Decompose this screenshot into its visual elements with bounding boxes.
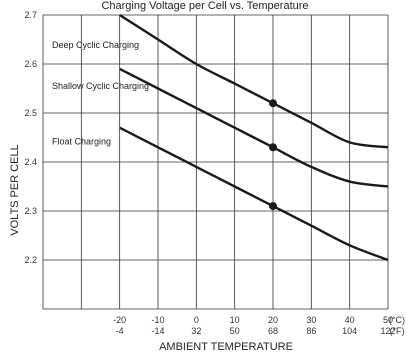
x-axis-title: AMBIENT TEMPERATURE xyxy=(159,341,293,353)
x-tick-label-c: 50 xyxy=(383,315,393,325)
y-tick-label: 2.4 xyxy=(24,157,37,167)
x-tick-label-f: 104 xyxy=(342,326,357,336)
y-tick-label: 2.3 xyxy=(24,206,37,216)
series-marker-0 xyxy=(269,99,277,108)
series-line-1 xyxy=(119,67,389,188)
x-tick-label-f: -4 xyxy=(116,326,124,336)
x-tick-label-f: 86 xyxy=(306,326,316,336)
x-tick-label-f: -14 xyxy=(151,326,164,336)
chart-title: Charging Voltage per Cell vs. Temperatur… xyxy=(101,0,308,12)
grid xyxy=(42,14,389,310)
series-line-2 xyxy=(119,126,389,262)
x-tick-label-c: 40 xyxy=(345,315,355,325)
y-axis-title: VOLTS PER CELL xyxy=(9,144,21,236)
x-tick-label-c: 20 xyxy=(268,315,278,325)
series-marker-2 xyxy=(269,202,277,211)
x-tick-label-c: -10 xyxy=(151,315,164,325)
x-unit-celsius: (°C) xyxy=(389,315,405,325)
y-tick-label: 2.7 xyxy=(24,10,37,20)
series-line-0 xyxy=(119,13,389,149)
x-tick-label-f: 122 xyxy=(380,326,395,336)
x-tick-label-f: 68 xyxy=(268,326,278,336)
x-tick-label-c: -20 xyxy=(113,315,126,325)
series-label-0: Deep Cyclic Charging xyxy=(52,40,139,50)
x-tick-label-f: 50 xyxy=(230,326,240,336)
y-tick-label: 2.6 xyxy=(24,59,37,69)
y-tick-label: 2.2 xyxy=(24,255,37,265)
x-unit-fahrenheit: (°F) xyxy=(389,326,404,336)
series-lines xyxy=(119,13,389,262)
series-label-1: Shallow Cyclic Charging xyxy=(52,81,149,91)
x-tick-label-c: 10 xyxy=(230,315,240,325)
x-tick-label-f: 32 xyxy=(191,326,201,336)
series-label-2: Float Charging xyxy=(52,137,111,147)
y-tick-label: 2.5 xyxy=(24,108,37,118)
series-markers xyxy=(269,99,277,211)
series-labels: Deep Cyclic Charging Shallow Cyclic Charg… xyxy=(52,40,149,147)
x-tick-label-c: 0 xyxy=(194,315,199,325)
series-marker-1 xyxy=(269,143,277,152)
y-axis-ticks: 2.7 2.6 2.5 2.4 2.3 2.2 xyxy=(24,10,37,265)
x-tick-label-c: 30 xyxy=(306,315,316,325)
